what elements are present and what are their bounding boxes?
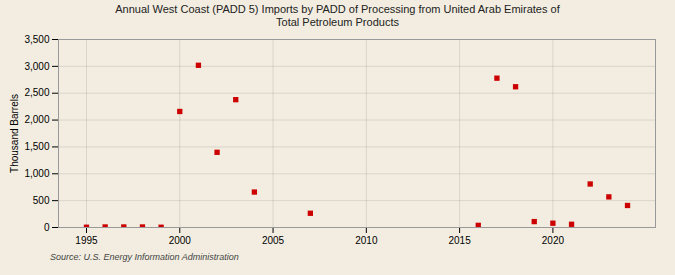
svg-text:500: 500 [33,195,50,206]
svg-text:2020: 2020 [542,235,565,246]
svg-text:0: 0 [44,222,50,233]
svg-text:1995: 1995 [75,235,98,246]
svg-text:2015: 2015 [448,235,471,246]
svg-text:2005: 2005 [262,235,285,246]
svg-text:3,000: 3,000 [24,61,49,72]
html-text:Annual West Coast (PADD 5) Imp: Annual West Coast (PADD 5) Imports by PA… [115,3,560,28]
svg-text:2,500: 2,500 [24,87,49,98]
svg-text:3,500: 3,500 [24,34,49,45]
svg-text:2000: 2000 [169,235,192,246]
html-text:Source: U.S. Energy Informatio: Source: U.S. Energy Information Administ… [50,252,239,262]
svg-text:2,000: 2,000 [24,114,49,125]
svg-text:1,500: 1,500 [24,141,49,152]
svg-text:Thousand Barrels: Thousand Barrels [9,94,20,173]
svg-text:1,000: 1,000 [24,168,49,179]
svg-text:2010: 2010 [355,235,378,246]
